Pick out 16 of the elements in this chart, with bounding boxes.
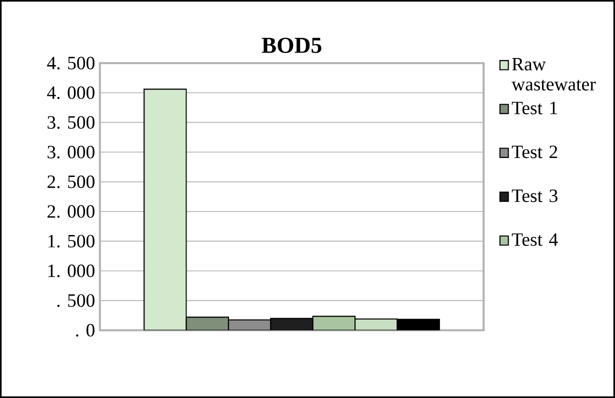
chart-title: BOD5 [262,38,322,53]
y-tick-label: 1. 500 [48,234,94,248]
y-tick-label: 1. 000 [48,264,94,278]
y-tick-label: 3. 500 [48,116,94,129]
y-tick-label: 2. 500 [48,175,94,188]
y-tick-label: 3. 000 [48,146,94,158]
legend-label: Test 4 [512,233,558,246]
y-tick-label: . 500 [57,294,94,307]
legend-label: Test 3 [512,189,558,202]
y-tick-label: 4. 000 [47,86,94,100]
legend-label: Test 2 [512,146,558,158]
legend-label: Test 1 [512,102,558,114]
legend-label: Raw wastewater [512,58,596,91]
y-tick-label: 4. 500 [47,56,94,70]
y-tick-label: 2. 000 [48,205,94,218]
y-tick-label: . 0 [76,324,94,337]
